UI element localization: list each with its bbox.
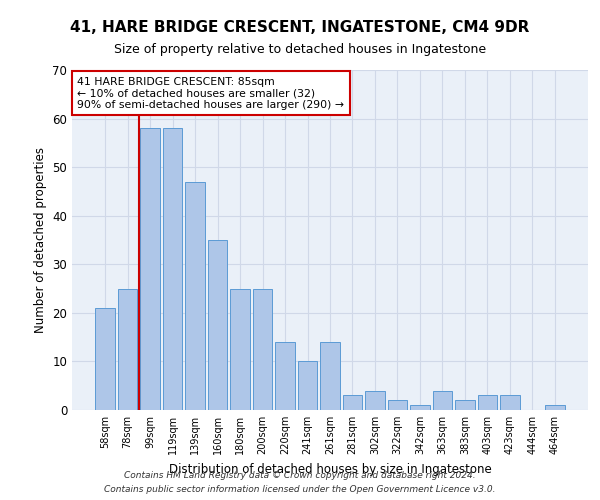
Bar [230,288,250,410]
Bar [365,390,385,410]
Bar [455,400,475,410]
Bar [140,128,160,410]
Bar [545,405,565,410]
Bar [343,396,362,410]
Bar [118,288,137,410]
Bar [478,396,497,410]
Bar [275,342,295,410]
Bar [253,288,272,410]
Bar [185,182,205,410]
Bar [298,362,317,410]
Bar [320,342,340,410]
Bar [388,400,407,410]
Bar [95,308,115,410]
Bar [163,128,182,410]
X-axis label: Distribution of detached houses by size in Ingatestone: Distribution of detached houses by size … [169,462,491,475]
Text: 41, HARE BRIDGE CRESCENT, INGATESTONE, CM4 9DR: 41, HARE BRIDGE CRESCENT, INGATESTONE, C… [70,20,530,35]
Text: 41 HARE BRIDGE CRESCENT: 85sqm
← 10% of detached houses are smaller (32)
90% of : 41 HARE BRIDGE CRESCENT: 85sqm ← 10% of … [77,77,344,110]
Bar [500,396,520,410]
Y-axis label: Number of detached properties: Number of detached properties [34,147,47,333]
Bar [433,390,452,410]
Text: Contains public sector information licensed under the Open Government Licence v3: Contains public sector information licen… [104,486,496,494]
Text: Contains HM Land Registry data © Crown copyright and database right 2024.: Contains HM Land Registry data © Crown c… [124,470,476,480]
Bar [208,240,227,410]
Bar [410,405,430,410]
Text: Size of property relative to detached houses in Ingatestone: Size of property relative to detached ho… [114,42,486,56]
